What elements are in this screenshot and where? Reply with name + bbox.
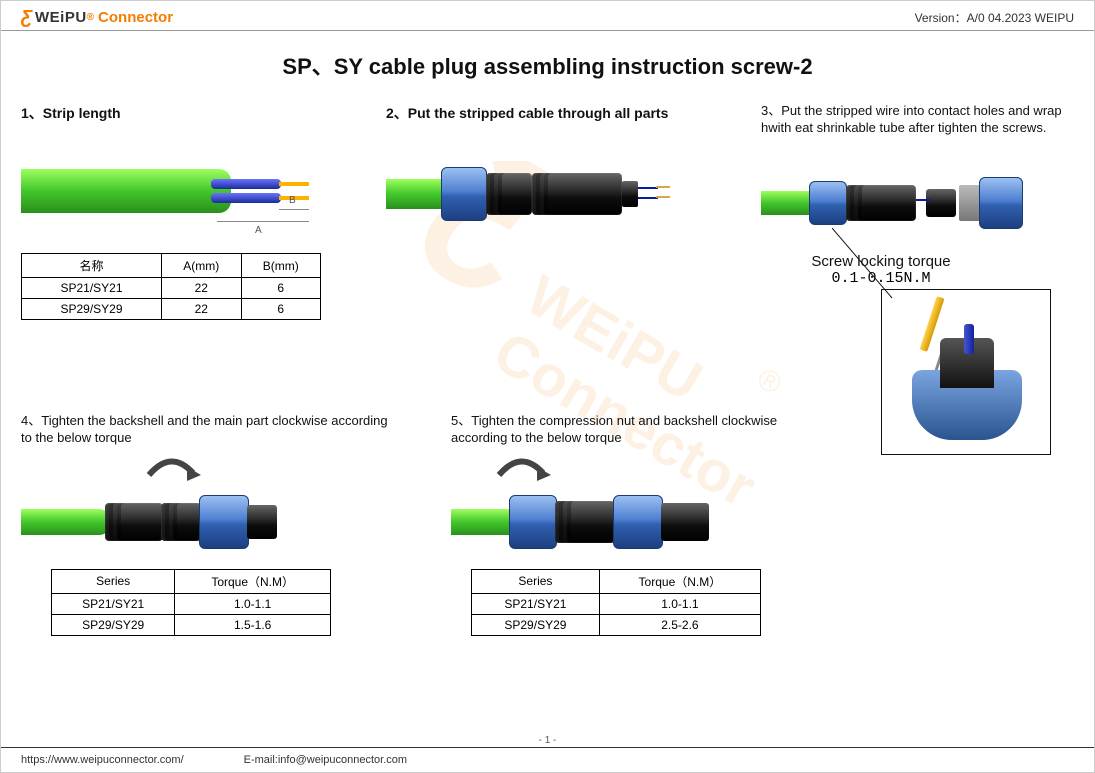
t5-h1: Torque（N.M） (599, 569, 760, 593)
s2-pin1 (656, 186, 670, 188)
footer-url: https://www.weipuconnector.com/ (21, 754, 184, 766)
s2-backshell (486, 173, 532, 215)
header-bar: Ƹ WEiPU ® Connector Version：A/0 04.2023 … (1, 1, 1094, 31)
step2-title: 2、Put the stripped cable through all par… (386, 103, 726, 123)
step4-title: 4、Tighten the backshell and the main par… (21, 413, 391, 447)
wire-core-2 (211, 193, 281, 203)
step-1: 1、Strip length A B 名称 A(mm) B(mm) (21, 103, 351, 320)
t5-h0: Series (472, 569, 600, 593)
step3-illustration (761, 143, 1071, 253)
step2-illustration (386, 129, 726, 239)
s2-nut (441, 167, 487, 221)
svg-text:®: ® (751, 362, 787, 402)
logo-reg-icon: ® (87, 12, 94, 23)
svg-text:WEiPU: WEiPU (516, 263, 713, 414)
page-number: - 1 - (539, 735, 557, 746)
t5-r1c1: 2.5-2.6 (599, 614, 760, 635)
page-title: SP、SY cable plug assembling instruction … (1, 49, 1094, 81)
step4-table: Series Torque（N.M） SP21/SY21 1.0-1.1 SP2… (51, 569, 331, 636)
wire-core-1 (211, 179, 281, 189)
step3-detail (881, 289, 1051, 455)
s4-backshell (105, 503, 163, 541)
logo-connector: Connector (98, 9, 173, 26)
step3-title: 3、Put the stripped wire into contact hol… (761, 103, 1071, 137)
s3-backshell (846, 185, 916, 221)
step-4: 4、Tighten the backshell and the main par… (21, 413, 391, 636)
dim-a-label: A (255, 225, 262, 236)
s4-cable (21, 509, 111, 535)
t1-h1: A(mm) (162, 254, 242, 278)
s3-wire (916, 199, 930, 201)
t1-r1c1: 22 (162, 299, 242, 320)
cable-green (21, 169, 231, 213)
s4-nut (199, 495, 249, 549)
s4-front (247, 505, 277, 539)
t1-r1c2: 6 (241, 299, 321, 320)
t4-r1c0: SP29/SY29 (52, 614, 175, 635)
dim-a-line (217, 221, 309, 222)
step-5: 5、Tighten the compression nut and backsh… (451, 413, 831, 636)
detail-illus (882, 290, 1050, 454)
t5-r1c0: SP29/SY29 (472, 614, 600, 635)
t1-h2: B(mm) (241, 254, 321, 278)
t1-h0: 名称 (22, 254, 162, 278)
logo-weipu: WEiPU (35, 9, 87, 26)
dim-b-label: B (289, 195, 296, 206)
rotate-arrow-icon (141, 453, 201, 483)
step-3: 3、Put the stripped wire into contact hol… (761, 103, 1071, 287)
s4-body (161, 503, 201, 541)
t4-r0c0: SP21/SY21 (52, 593, 175, 614)
wire-tip-1 (279, 182, 309, 186)
s3-nut2 (979, 177, 1023, 229)
s5-backshell (555, 501, 615, 543)
s2-pin2 (656, 196, 670, 198)
step1-title: 1、Strip length (21, 103, 351, 123)
t4-h0: Series (52, 569, 175, 593)
t4-r1c1: 1.5-1.6 (175, 614, 331, 635)
footer-bar: https://www.weipuconnector.com/ E-mail:i… (1, 747, 1094, 772)
t5-r0c1: 1.0-1.1 (599, 593, 760, 614)
t4-r0c1: 1.0-1.1 (175, 593, 331, 614)
s2-wire1 (638, 187, 658, 189)
step4-illustration (21, 453, 391, 563)
s3-nut (809, 181, 847, 225)
s2-wire2 (638, 197, 658, 199)
s3-contact-block (926, 189, 956, 217)
step-2: 2、Put the stripped cable through all par… (386, 103, 726, 239)
step1-table: 名称 A(mm) B(mm) SP21/SY21 22 6 SP29/SY29 … (21, 253, 321, 320)
detail-wire (964, 324, 974, 354)
s5-nut2 (613, 495, 663, 549)
s5-nut1 (509, 495, 557, 549)
logo-mark-icon: Ƹ (21, 7, 32, 28)
t4-h1: Torque（N.M） (175, 569, 331, 593)
s2-front (622, 181, 638, 207)
page: Ƹ WEiPU Connector ® Ƹ WEiPU ® Connector … (0, 0, 1095, 773)
t1-r0c0: SP21/SY21 (22, 278, 162, 299)
t1-r1c0: SP29/SY29 (22, 299, 162, 320)
logo: Ƹ WEiPU ® Connector (21, 7, 173, 28)
s2-mainbody (532, 173, 622, 215)
step5-table: Series Torque（N.M） SP21/SY21 1.0-1.1 SP2… (471, 569, 761, 636)
step5-illustration (451, 453, 831, 563)
version-text: Version：A/0 04.2023 WEIPU (915, 9, 1074, 26)
s3-housing (959, 185, 981, 221)
rotate-arrow-icon (491, 453, 551, 483)
step1-illustration: A B (21, 129, 351, 249)
t1-r0c1: 22 (162, 278, 242, 299)
s5-front (661, 503, 709, 541)
t1-r0c2: 6 (241, 278, 321, 299)
dim-b-line (279, 209, 309, 210)
footer-email: E-mail:info@weipuconnector.com (244, 754, 407, 766)
step5-title: 5、Tighten the compression nut and backsh… (451, 413, 831, 447)
t5-r0c0: SP21/SY21 (472, 593, 600, 614)
